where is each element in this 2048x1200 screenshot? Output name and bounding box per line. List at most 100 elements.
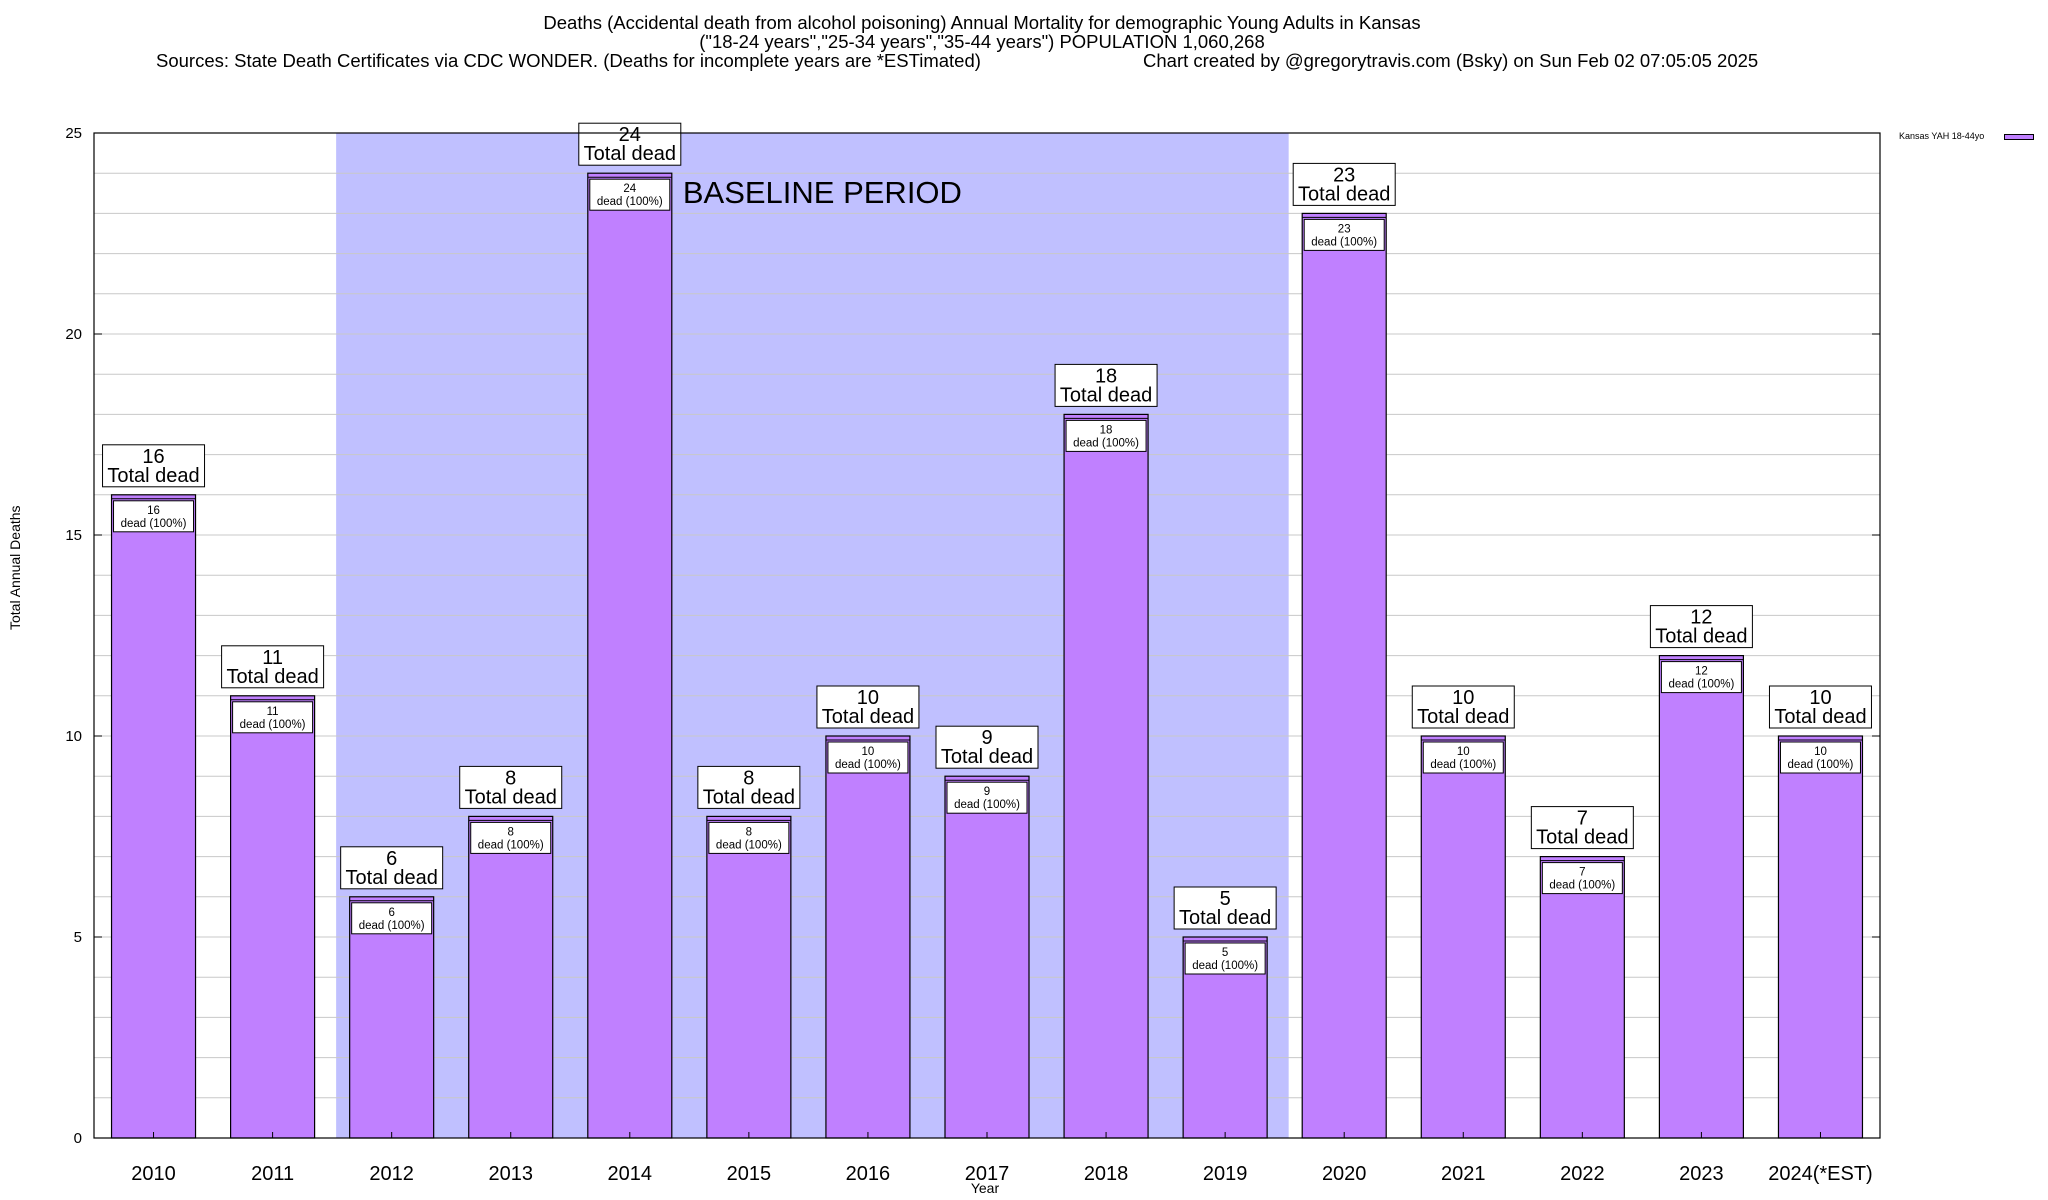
x-tick-label: 2024(*EST)	[1768, 1163, 1873, 1185]
legend-swatch	[2004, 134, 2034, 140]
bar-inner-caption: dead (100%)	[835, 759, 901, 771]
bar-inner-value: 23	[1338, 223, 1351, 235]
y-tick-label: 20	[65, 326, 82, 343]
bar-inner-value: 8	[508, 826, 514, 838]
chart-sources: Sources: State Death Certificates via CD…	[156, 50, 981, 71]
bar-inner-label-box	[1660, 661, 1742, 694]
bar	[1301, 212, 1387, 1139]
bar-top-label-box	[221, 645, 325, 689]
bar-inner-label-box	[1422, 741, 1504, 774]
x-tick-label: 2020	[1322, 1163, 1367, 1185]
bar-inner-label-box	[1779, 741, 1861, 774]
baseline-period-label: BASELINE PERIOD	[683, 175, 962, 210]
bar-inner-label-box	[113, 500, 195, 533]
bar-inner-value: 10	[862, 746, 875, 758]
bar-top-caption: Total dead	[1298, 183, 1390, 205]
bar-top-value: 10	[857, 687, 879, 709]
bar	[1063, 413, 1149, 1139]
bar-top-label-box	[340, 846, 444, 890]
chart-credit: Chart created by @gregorytravis.com (Bsk…	[1143, 50, 1759, 71]
bar	[230, 695, 316, 1139]
x-axis-label: Year	[970, 1180, 1000, 1196]
bar-top-label-box	[1173, 886, 1277, 930]
bar-top-value: 12	[1690, 607, 1712, 629]
x-tick-label: 2018	[1084, 1163, 1129, 1185]
bar-top-label-box	[459, 765, 563, 809]
bar-top-label-box	[1530, 806, 1634, 850]
bar-inner-label-box	[1065, 419, 1147, 452]
bar-inner-value: 5	[1222, 947, 1228, 959]
x-tick-label: 2010	[131, 1163, 176, 1185]
x-tick-label: 2023	[1679, 1163, 1724, 1185]
bar-top-label-box	[1649, 605, 1753, 649]
bar-top-label-box	[1768, 685, 1872, 729]
bar	[110, 494, 197, 1139]
y-axis-label: Total Annual Deaths	[7, 505, 23, 630]
bar-inner-value: 7	[1579, 867, 1585, 879]
bar-inner-value: 6	[388, 907, 394, 919]
bar-top-value: 5	[1220, 888, 1231, 910]
chart-subtitle: ("18-24 years","25-34 years","35-44 year…	[699, 31, 1265, 52]
bar-inner-caption: dead (100%)	[1788, 759, 1854, 771]
bar-inner-caption: dead (100%)	[1549, 880, 1615, 892]
x-tick-label: 2013	[488, 1163, 533, 1185]
bar-inner-label-box	[351, 902, 433, 935]
x-tick-label: 2011	[251, 1163, 294, 1185]
bar-inner-label-box	[1184, 942, 1266, 975]
bar-top-value: 11	[262, 647, 283, 669]
legend-label: Kansas YAH 18-44yo	[1899, 131, 1985, 141]
bar-inner-value: 12	[1695, 666, 1708, 678]
x-tick-label: 2021	[1441, 1163, 1486, 1185]
bar-top-caption: Total dead	[822, 706, 914, 728]
bar	[706, 815, 792, 1139]
bar-inner-label-box	[1303, 218, 1385, 251]
y-tick-label: 10	[65, 728, 82, 745]
bar-top-caption: Total dead	[1179, 907, 1271, 929]
bar-inner-label-box	[1541, 862, 1623, 895]
bar-top-caption: Total dead	[1655, 626, 1747, 648]
bar-top-value: 24	[619, 124, 641, 146]
bar-inner-value: 11	[267, 706, 279, 718]
bar-top-value: 6	[386, 848, 397, 870]
x-tick-label: 2015	[727, 1163, 772, 1185]
bar-inner-caption: dead (100%)	[597, 196, 663, 208]
bar-top-value: 16	[142, 446, 164, 468]
bar-top-label-box	[1292, 162, 1396, 206]
bar-inner-value: 24	[623, 183, 636, 195]
bar	[1777, 735, 1864, 1139]
bar-inner-label-box	[232, 701, 314, 734]
y-tick-label: 25	[65, 125, 82, 142]
bar-top-caption: Total dead	[1417, 706, 1509, 728]
bar-top-caption: Total dead	[703, 786, 795, 808]
bar-top-value: 8	[505, 767, 516, 789]
bar-inner-label-box	[589, 178, 671, 211]
bar-inner-caption: dead (100%)	[1311, 236, 1377, 248]
bar-inner-value: 16	[147, 505, 160, 517]
bar-top-value: 18	[1095, 365, 1117, 387]
bar-top-caption: Total dead	[226, 666, 318, 688]
bar-top-label-box	[935, 725, 1039, 769]
bar-inner-value: 10	[1814, 746, 1827, 758]
bar-top-value: 8	[743, 767, 754, 789]
bar-inner-caption: dead (100%)	[954, 799, 1020, 811]
bar-top-label-box	[578, 122, 682, 166]
bar-top-caption: Total dead	[584, 143, 676, 165]
bar-top-label-box	[1054, 363, 1158, 407]
y-tick-label: 5	[74, 929, 82, 946]
bar-inner-label-box	[827, 741, 909, 774]
bar	[1658, 654, 1745, 1139]
bar-top-value: 7	[1577, 808, 1588, 830]
x-tick-label: 2012	[369, 1163, 414, 1185]
x-tick-label: 2014	[608, 1163, 653, 1185]
bar-top-caption: Total dead	[1774, 706, 1866, 728]
bar-inner-caption: dead (100%)	[240, 719, 306, 731]
bar-top-caption: Total dead	[107, 465, 199, 487]
bar-inner-value: 9	[984, 786, 990, 798]
y-tick-label: 0	[74, 1130, 82, 1147]
bar	[587, 172, 673, 1139]
bar-inner-label-box	[470, 821, 552, 854]
bar-top-value: 23	[1333, 164, 1355, 186]
bar-inner-caption: dead (100%)	[478, 839, 544, 851]
bar-inner-value: 18	[1100, 424, 1113, 436]
